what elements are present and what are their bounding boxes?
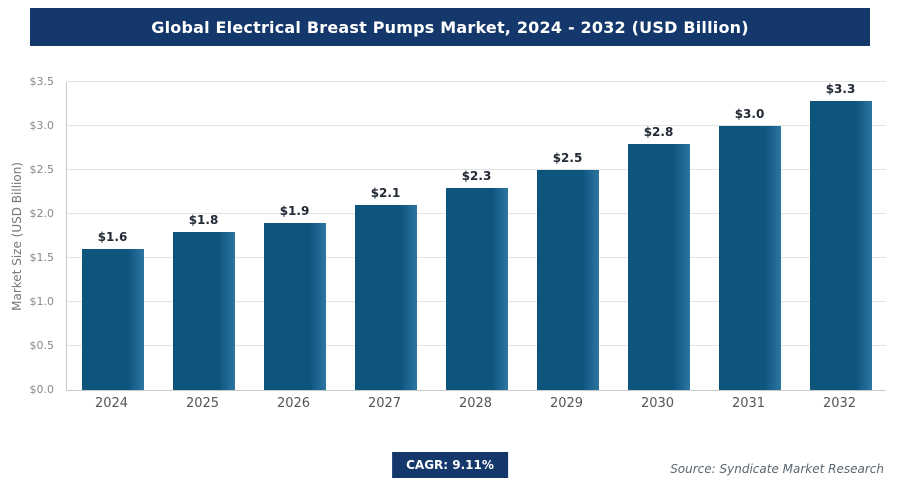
bar-value-label: $1.8 (188, 212, 219, 227)
bar (627, 143, 690, 390)
bar-value-label: $2.8 (643, 124, 674, 139)
chart-title: Global Electrical Breast Pumps Market, 2… (151, 17, 749, 37)
y-tick-label: $2.5 (29, 163, 55, 176)
bar (445, 187, 508, 390)
y-tick-label: $0.5 (29, 339, 55, 353)
x-tick-label: 2031 (731, 396, 766, 411)
bar-value-label: $1.9 (279, 203, 310, 218)
y-tick-label: $1.0 (29, 295, 55, 309)
bars-row: $1.6 $1.8 $1.9 $2.1 $2.3 $2.5 $2.8 $3.0 $3.3 (67, 82, 886, 390)
bar (172, 231, 235, 390)
cagr-badge: CAGR: 9.11% (392, 452, 508, 478)
bar-value-label: $2.5 (552, 151, 583, 165)
y-tick-label: $3.5 (29, 75, 55, 88)
bar-value-label: $1.6 (97, 230, 128, 245)
cagr-label: CAGR: 9.11% (406, 458, 494, 472)
bar (81, 249, 144, 390)
y-tick-label: $3.0 (29, 119, 55, 132)
bar-group: $2.1 (340, 82, 431, 390)
x-tick-label: 2029 (549, 396, 584, 411)
y-tick-label: $2.0 (29, 207, 55, 221)
x-tick-label: 2030 (640, 396, 675, 411)
y-axis-labels: $0.0 $0.5 $1.0 $1.5 $2.0 $2.5 $3.0 $3.5 (16, 75, 60, 396)
bar-group: $1.8 (158, 82, 249, 390)
bar-value-label: $2.1 (370, 186, 401, 201)
x-tick-label: 2025 (185, 396, 220, 411)
bar-group: $2.8 (613, 82, 704, 390)
gridline (67, 81, 886, 82)
bar-group: $3.0 (704, 82, 795, 390)
y-tick-label: $1.5 (29, 251, 55, 264)
bar-group: $2.5 (522, 82, 613, 390)
source-text: Source: Syndicate Market Research (670, 462, 884, 476)
bar (263, 222, 326, 390)
gridline (67, 169, 886, 170)
x-tick-label: 2027 (367, 396, 402, 411)
bar-value-label: $2.3 (461, 168, 492, 183)
bar (718, 126, 781, 390)
x-tick-label: 2028 (458, 396, 493, 411)
y-tick-label: $0.0 (29, 383, 55, 396)
bar (809, 101, 872, 390)
source-note: Source: Syndicate Market Research (670, 462, 884, 476)
bar-group: $3.3 (795, 82, 886, 390)
bar-group: $2.3 (431, 82, 522, 390)
bar-group: $1.6 (67, 82, 158, 390)
plot-area: $1.6 $1.8 $1.9 $2.1 $2.3 $2.5 $2.8 $3.0 $3.3 (66, 81, 886, 391)
bar-group: $1.9 (249, 82, 340, 390)
bar (536, 170, 599, 390)
x-tick-label: 2032 (822, 396, 857, 411)
x-labels-row: 2024 2025 2026 2027 2028 2029 2030 2031 2032 (66, 396, 885, 411)
x-tick-label: 2024 (94, 396, 129, 411)
x-tick-label: 2026 (276, 396, 311, 411)
bar-value-label: $3.0 (734, 107, 765, 121)
gridline (67, 125, 886, 126)
bar (354, 205, 417, 390)
bar-value-label: $3.3 (825, 82, 856, 96)
chart-title-bar: Global Electrical Breast Pumps Market, 2… (30, 8, 870, 46)
